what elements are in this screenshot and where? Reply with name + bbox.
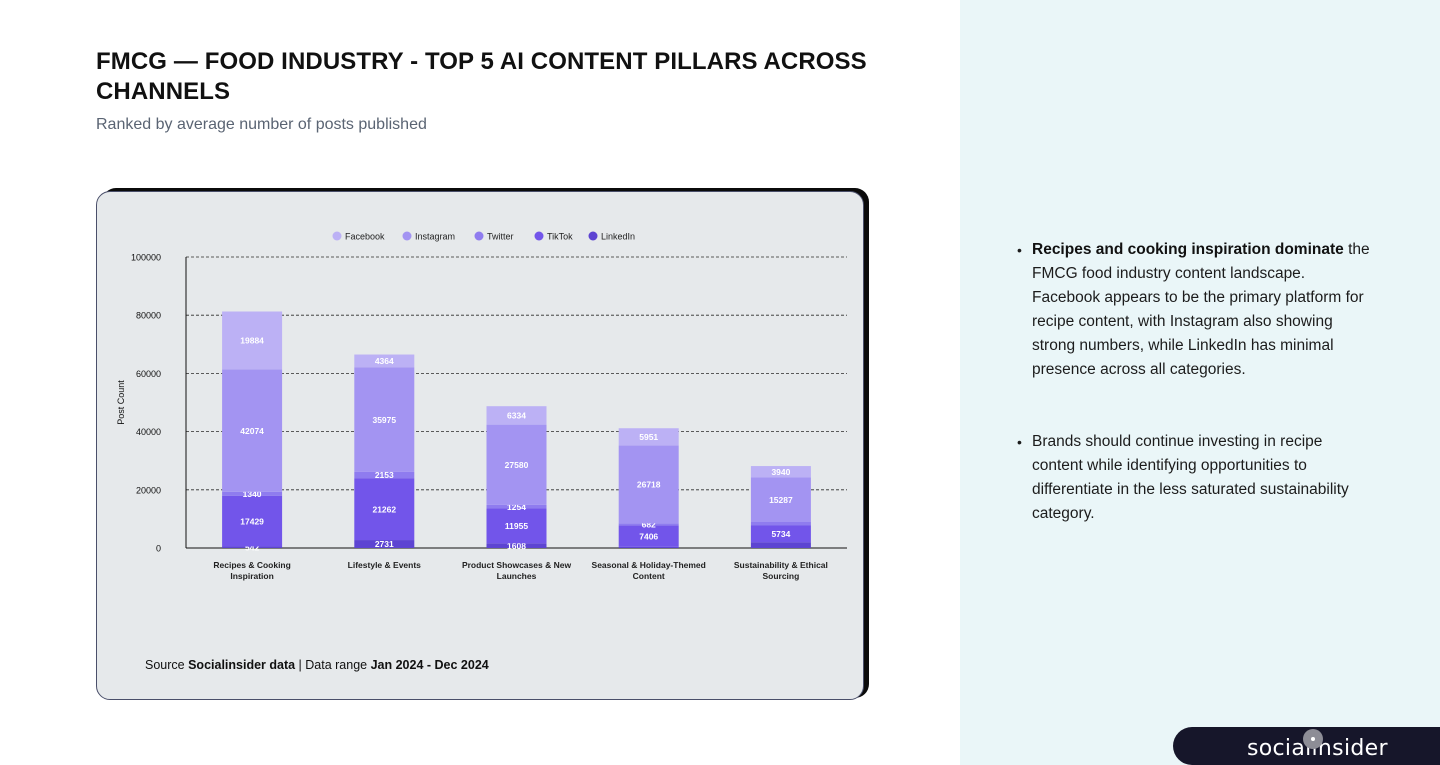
bar-linkedin (486, 543, 547, 548)
source-separator: | Data range (295, 658, 371, 672)
bar-linkedin (222, 546, 283, 548)
bar-facebook (222, 311, 283, 370)
insights-list: Recipes and cooking inspiration dominate… (1017, 238, 1377, 526)
data-label: 19884 (240, 336, 264, 346)
insights-panel (960, 0, 1440, 765)
data-label: 682 (642, 519, 656, 529)
data-label: 21262 (372, 504, 396, 514)
data-label: 542 (245, 542, 259, 552)
left-panel: FMCG — FOOD INDUSTRY - TOP 5 AI CONTENT … (96, 48, 869, 700)
x-tick-label: Content (633, 571, 665, 581)
bar-tiktok (750, 525, 811, 543)
legend-swatch-facebook (332, 231, 342, 241)
x-tick-label: Sourcing (762, 571, 799, 581)
page-subtitle: Ranked by average number of posts publis… (96, 116, 427, 133)
data-label: 5734 (771, 529, 790, 539)
x-tick-label: Launches (497, 571, 537, 581)
data-label: 7406 (639, 531, 658, 541)
bar-tiktok (486, 508, 547, 544)
data-label: 4364 (375, 356, 394, 366)
bar-facebook (486, 406, 547, 425)
bar-facebook (354, 354, 415, 368)
data-label: 27580 (505, 460, 529, 470)
y-axis-label: Post Count (116, 380, 126, 425)
bar-tiktok (618, 525, 679, 547)
legend-label-facebook: Facebook (345, 232, 385, 242)
data-label: 6334 (507, 411, 526, 421)
stacked-bar-chart: 0 20000 40000 60000 80000 100000 Post Count Fac… (116, 231, 847, 581)
page-title: FMCG — FOOD INDUSTRY - TOP 5 AI CONTENT … (96, 48, 867, 105)
bar-instagram (354, 367, 415, 472)
bar-linkedin (618, 546, 679, 548)
data-label: 2153 (375, 470, 394, 480)
x-tick-label: Lifestyle & Events (348, 560, 421, 570)
source-note: Source Socialinsider data | Data range J… (145, 658, 489, 672)
bar-tiktok (354, 478, 415, 541)
bar-instagram (222, 369, 283, 492)
y-tick-label: 100000 (131, 253, 161, 263)
insight-2-body: Brands should continue investing in reci… (1032, 433, 1349, 522)
source-range: Jan 2024 - Dec 2024 (370, 658, 489, 672)
data-label: 2731 (375, 539, 394, 549)
bar-facebook (750, 466, 811, 478)
bar-instagram (750, 477, 811, 523)
y-tick-label: 60000 (136, 369, 161, 379)
bar-twitter (750, 522, 811, 526)
insight-1-body: the FMCG food industry content landscape… (1032, 241, 1370, 378)
source-prefix: Source (145, 658, 189, 672)
x-tick-label: Seasonal & Holiday-Themed (592, 560, 706, 570)
bar-tiktok (222, 495, 283, 547)
data-label: 1608 (507, 541, 526, 551)
data-label: 5951 (639, 432, 658, 442)
legend-swatch-tiktok (534, 231, 544, 241)
x-tick-label: Sustainability & Ethical (734, 560, 828, 570)
bar-linkedin (354, 540, 415, 548)
x-tick-label: Product Showcases & New (462, 560, 572, 570)
data-label: 11955 (505, 521, 528, 531)
bar-twitter (618, 523, 679, 526)
insight-item-2: Brands should continue investing in reci… (1017, 430, 1377, 526)
legend-swatch-instagram (402, 231, 412, 241)
y-tick-label: 0 (156, 544, 161, 554)
x-tick-label: Inspiration (230, 571, 273, 581)
bar-facebook (618, 428, 679, 446)
bar-twitter (486, 504, 547, 509)
data-label: 1254 (507, 502, 526, 512)
chart-card: 0 20000 40000 60000 80000 100000 Post Count Fac… (96, 191, 864, 700)
y-tick-label: 80000 (136, 311, 161, 321)
source-name: Socialinsider data (188, 658, 296, 672)
legend-swatch-twitter (474, 231, 484, 241)
bar-twitter (354, 471, 415, 479)
bar-instagram (486, 424, 547, 505)
legend-label-tiktok: TikTok (547, 232, 573, 242)
legend-label-instagram: Instagram (415, 232, 455, 242)
data-label: 15287 (769, 495, 793, 505)
bar-instagram (618, 445, 679, 524)
data-label: 3940 (771, 467, 790, 477)
brand-footer: socialinsider (1173, 727, 1440, 765)
legend-label-twitter: Twitter (487, 232, 514, 242)
bar-twitter (222, 491, 283, 496)
data-label: 17429 (240, 516, 264, 526)
cursor-dot-icon (1303, 729, 1323, 749)
data-label: 35975 (372, 415, 396, 425)
y-tick-label: 20000 (136, 485, 161, 495)
y-tick-label: 40000 (136, 427, 161, 437)
legend-swatch-linkedin (588, 231, 598, 241)
legend-label-linkedin: LinkedIn (601, 232, 635, 242)
data-label: 1340 (243, 489, 262, 499)
x-tick-label: Recipes & Cooking (213, 560, 290, 570)
insight-1-headline: Recipes and cooking inspiration dominate (1032, 241, 1344, 258)
data-label: 26718 (637, 480, 661, 490)
bar-linkedin (750, 542, 811, 548)
data-label: 42074 (240, 426, 264, 436)
insight-item-1: Recipes and cooking inspiration dominate… (1017, 238, 1377, 382)
